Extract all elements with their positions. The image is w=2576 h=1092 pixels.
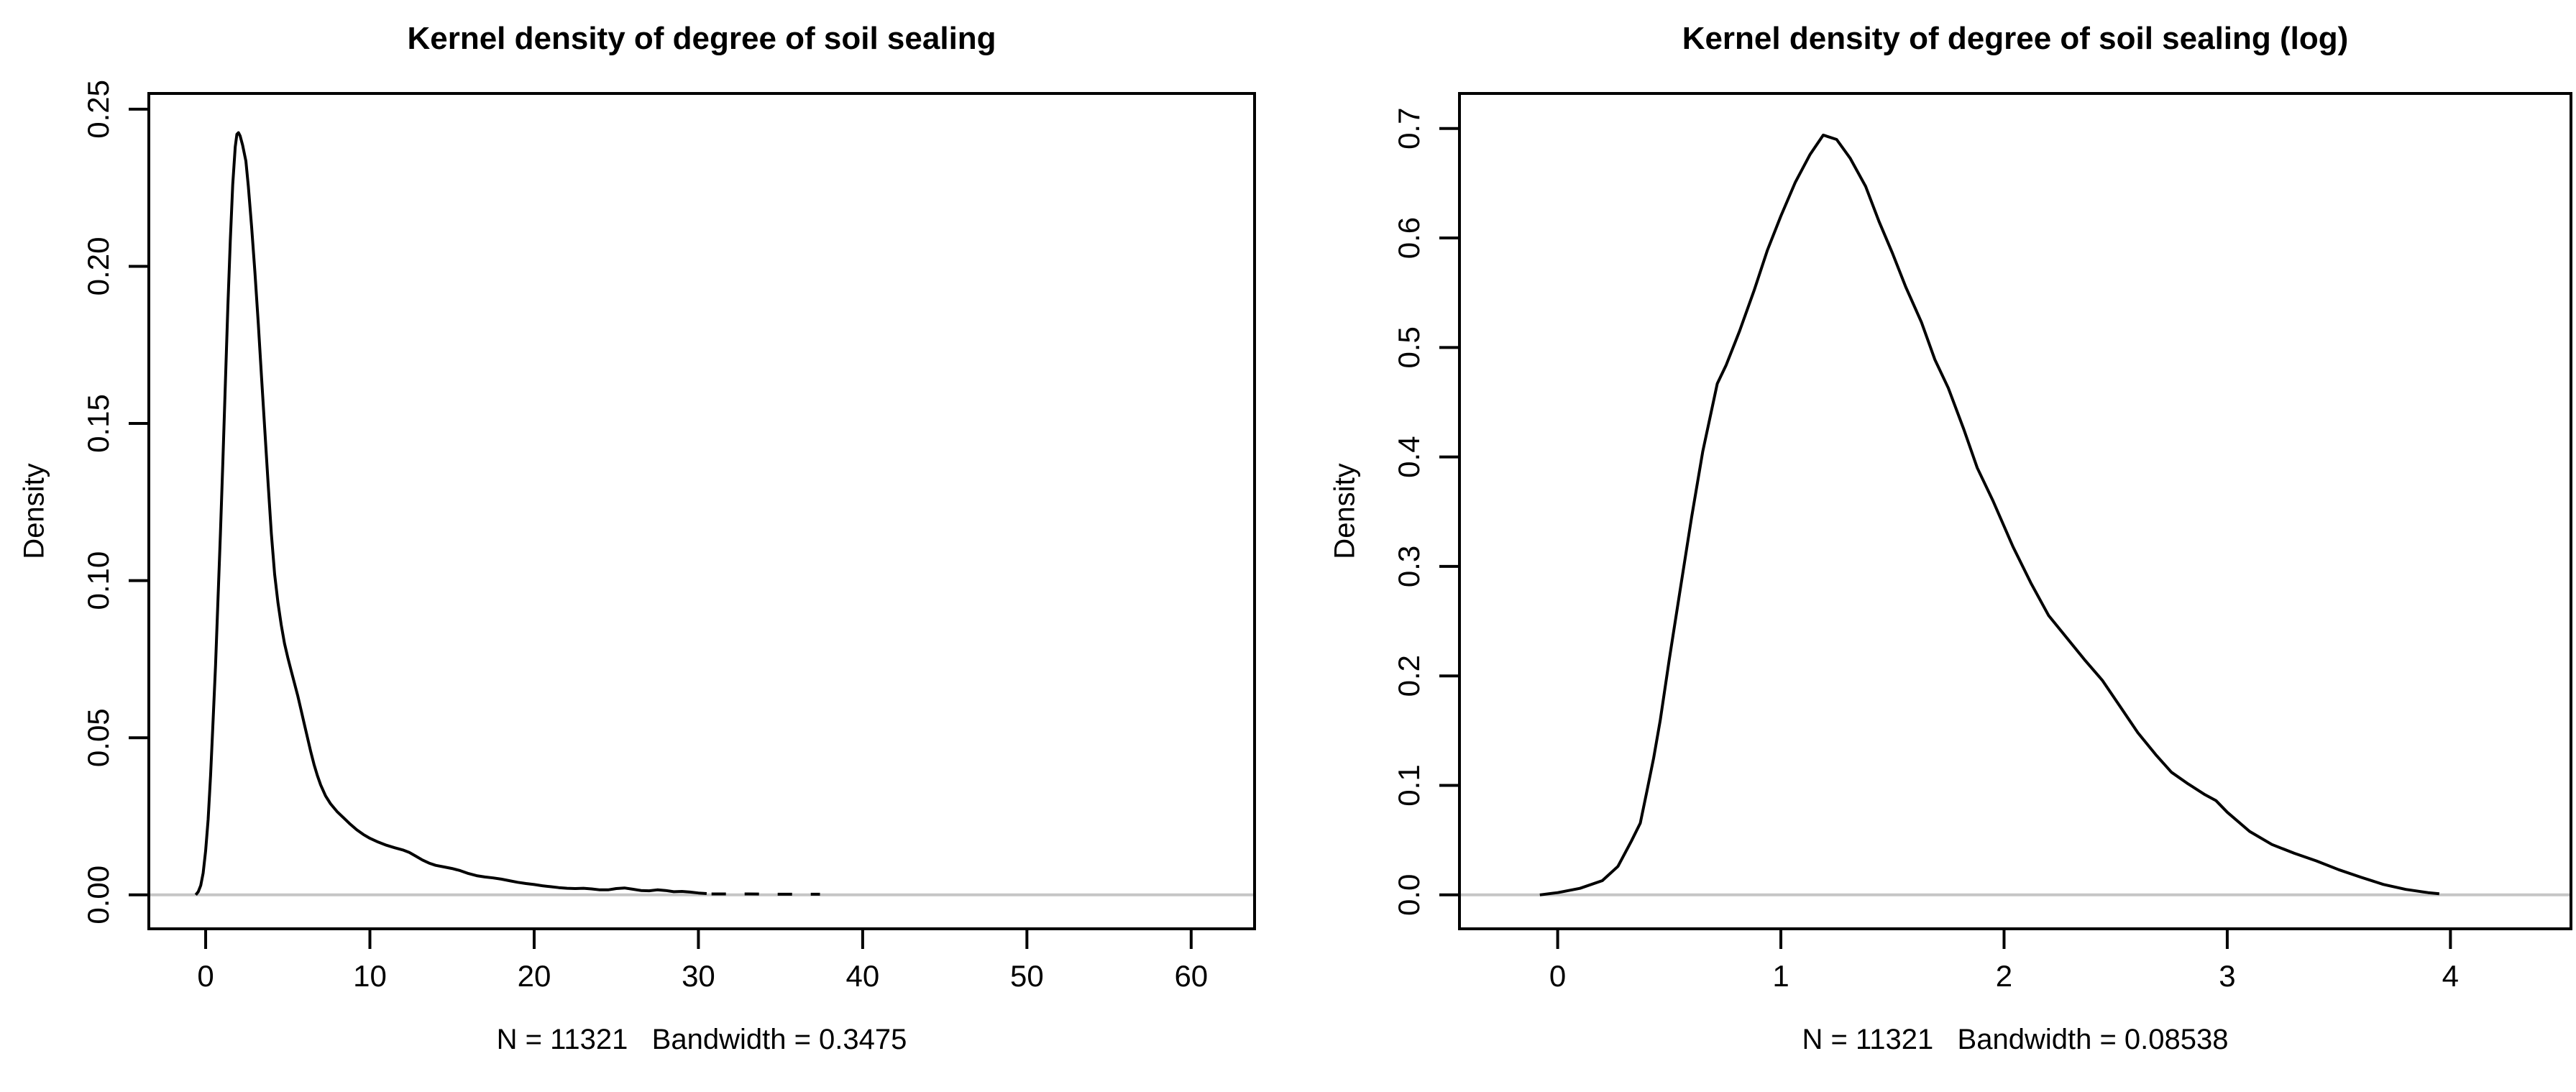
x-tick-label: 40: [846, 959, 880, 993]
y-tick-label: 0.7: [1392, 108, 1426, 150]
x-tick-label: 4: [2442, 959, 2459, 993]
y-tick-label: 0.15: [81, 394, 115, 453]
x-tick-label: 20: [518, 959, 551, 993]
left-plot-title: Kernel density of degree of soil sealing: [407, 21, 996, 56]
x-tick-label: 0: [1549, 959, 1566, 993]
plot-box: [147, 92, 1256, 930]
right-plot-title: Kernel density of degree of soil sealing…: [1682, 21, 2349, 56]
x-tick-label: 10: [353, 959, 387, 993]
density-curve: [1539, 133, 2440, 896]
x-tick-label: 2: [1996, 959, 2012, 993]
x-tick-label: 3: [2219, 959, 2235, 993]
x-tick-label: 30: [682, 959, 715, 993]
y-tick-label: 0.1: [1392, 764, 1426, 806]
plot-box: [1458, 92, 2572, 930]
y-tick-label: 0.2: [1392, 655, 1426, 697]
y-tick-label: 0.25: [81, 80, 115, 139]
left-plot-ylabel: Density: [18, 463, 50, 559]
y-tick-label: 0.10: [81, 551, 115, 610]
x-tick-label: 50: [1010, 959, 1044, 993]
y-tick-label: 0.4: [1392, 436, 1426, 477]
right-plot-ylabel: Density: [1329, 463, 1361, 559]
x-tick-label: 1: [1772, 959, 1789, 993]
y-tick-label: 0.0: [1392, 874, 1426, 916]
y-tick-label: 0.6: [1392, 217, 1426, 259]
x-tick-label: 0: [197, 959, 214, 993]
right-plot-xlabel: N = 11321 Bandwidth = 0.08538: [1802, 1024, 2229, 1055]
y-tick-label: 0.00: [81, 866, 115, 924]
y-tick-label: 0.5: [1392, 326, 1426, 368]
x-tick-label: 60: [1174, 959, 1208, 993]
y-tick-label: 0.20: [81, 237, 115, 296]
y-tick-label: 0.05: [81, 708, 115, 767]
y-tick-label: 0.3: [1392, 546, 1426, 587]
density-curve: [194, 131, 707, 896]
left-plot-xlabel: N = 11321 Bandwidth = 0.3475: [496, 1024, 907, 1055]
